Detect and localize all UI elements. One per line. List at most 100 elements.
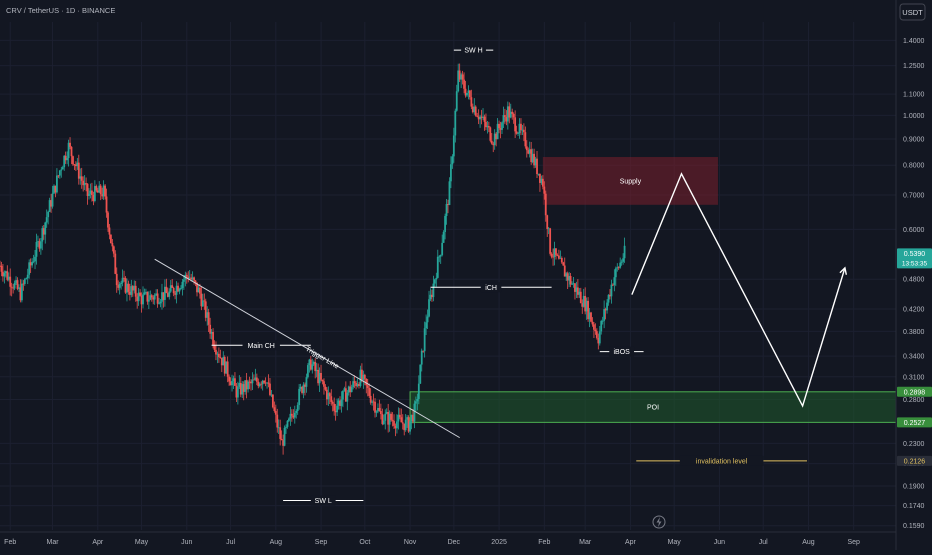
- candle-body: [595, 331, 598, 338]
- candle-body: [219, 357, 222, 358]
- projection-arrow-head: [839, 266, 848, 275]
- candle-body: [565, 273, 568, 277]
- candle-body: [54, 185, 57, 193]
- candle-body: [7, 276, 10, 280]
- candle-body: [232, 378, 235, 382]
- candle-body: [165, 286, 168, 294]
- price-tick-label: 0.4200: [903, 307, 925, 314]
- candle-body: [321, 379, 324, 382]
- candle-body: [534, 158, 537, 166]
- candle-body: [581, 303, 584, 307]
- price-tag[interactable]: [897, 386, 932, 397]
- candle-body: [39, 241, 42, 249]
- candle-body: [537, 173, 540, 175]
- candle-body: [203, 300, 206, 302]
- candle-body: [584, 295, 587, 312]
- candle-body: [559, 257, 562, 259]
- candle-body: [544, 193, 547, 216]
- candle-body: [518, 123, 521, 134]
- candle-body: [403, 423, 406, 431]
- candle-body: [295, 410, 298, 413]
- candle-body: [336, 405, 338, 413]
- candle-body: [575, 287, 578, 292]
- candle-body: [206, 312, 209, 318]
- candle-body: [458, 70, 461, 80]
- candle-body: [298, 388, 301, 406]
- candle-body: [340, 399, 343, 406]
- candle-body: [58, 170, 61, 176]
- candle-body: [242, 384, 245, 392]
- candle-body: [187, 276, 190, 279]
- candle-body: [441, 242, 444, 256]
- candle-body: [613, 277, 616, 285]
- time-axis[interactable]: Feb Mar Apr May Jun Jul Aug Sep Oct Nov Dec 2025 Feb…: [0, 531, 896, 546]
- candle-body: [442, 232, 445, 243]
- candle-body: [450, 164, 452, 182]
- candle-body: [228, 376, 231, 382]
- candle-body: [400, 417, 403, 423]
- candle-body: [180, 288, 182, 290]
- lightning-icon[interactable]: [652, 515, 666, 529]
- candle-body: [22, 283, 25, 285]
- candle-body: [225, 361, 228, 374]
- price-tick-label: 0.7000: [903, 193, 925, 200]
- candle-body: [466, 92, 468, 96]
- time-tick-label: Apr: [625, 539, 637, 546]
- candle-body: [474, 106, 477, 116]
- candle-body: [337, 400, 340, 406]
- candle-body: [610, 284, 613, 297]
- candle-body: [530, 149, 533, 163]
- candle-body: [235, 385, 238, 398]
- candle-body: [239, 382, 242, 395]
- candle-body: [207, 312, 210, 325]
- candle-body: [70, 146, 73, 157]
- candle-body: [578, 291, 581, 295]
- trigger-line[interactable]: [154, 258, 460, 439]
- candle-body: [266, 382, 268, 384]
- candle-body: [20, 283, 23, 301]
- candle-body: [489, 127, 492, 141]
- ich-label-bg: [480, 282, 502, 293]
- candle-body: [217, 353, 220, 358]
- price-tick-label: 1.0000: [903, 113, 925, 120]
- candle-body: [512, 113, 515, 118]
- candle-body: [571, 283, 573, 285]
- candle-body: [317, 369, 320, 384]
- price-tag[interactable]: [897, 248, 932, 269]
- candle-body: [525, 146, 528, 151]
- candle-body: [498, 123, 500, 129]
- candle-body: [285, 426, 287, 428]
- poi-zone-label: POI: [647, 405, 659, 412]
- candle-body: [463, 79, 465, 89]
- candle-body: [79, 176, 82, 179]
- supply-zone[interactable]: [542, 157, 718, 205]
- candle-body: [593, 324, 595, 330]
- candle-body: [13, 282, 16, 289]
- candle-body: [98, 185, 101, 193]
- time-tick-label: Jun: [181, 539, 192, 546]
- candles: [0, 63, 626, 455]
- candle-body: [273, 407, 276, 411]
- candle-body: [283, 427, 286, 446]
- candle-body: [131, 286, 134, 291]
- candle-body: [533, 153, 535, 166]
- price-tag[interactable]: [897, 455, 932, 466]
- candle-body: [309, 359, 312, 370]
- candle-body: [471, 106, 474, 113]
- candle-body: [76, 162, 79, 167]
- candle-body: [323, 381, 325, 387]
- candle-body: [142, 294, 144, 305]
- candle-body: [572, 283, 575, 285]
- price-axis[interactable]: 1.4000 1.2500 1.1000 1.0000 0.9000 0.8000 0.70…: [895, 0, 932, 550]
- candle-body: [568, 276, 571, 281]
- candle-body: [296, 405, 299, 411]
- candle-body: [431, 294, 433, 298]
- candle-body: [139, 292, 141, 296]
- candle-body: [31, 262, 34, 266]
- currency-button[interactable]: USDT: [899, 3, 926, 21]
- candle-body: [177, 285, 179, 292]
- candle-body: [436, 256, 439, 278]
- projection-path[interactable]: [631, 172, 846, 408]
- price-tag[interactable]: [897, 417, 932, 428]
